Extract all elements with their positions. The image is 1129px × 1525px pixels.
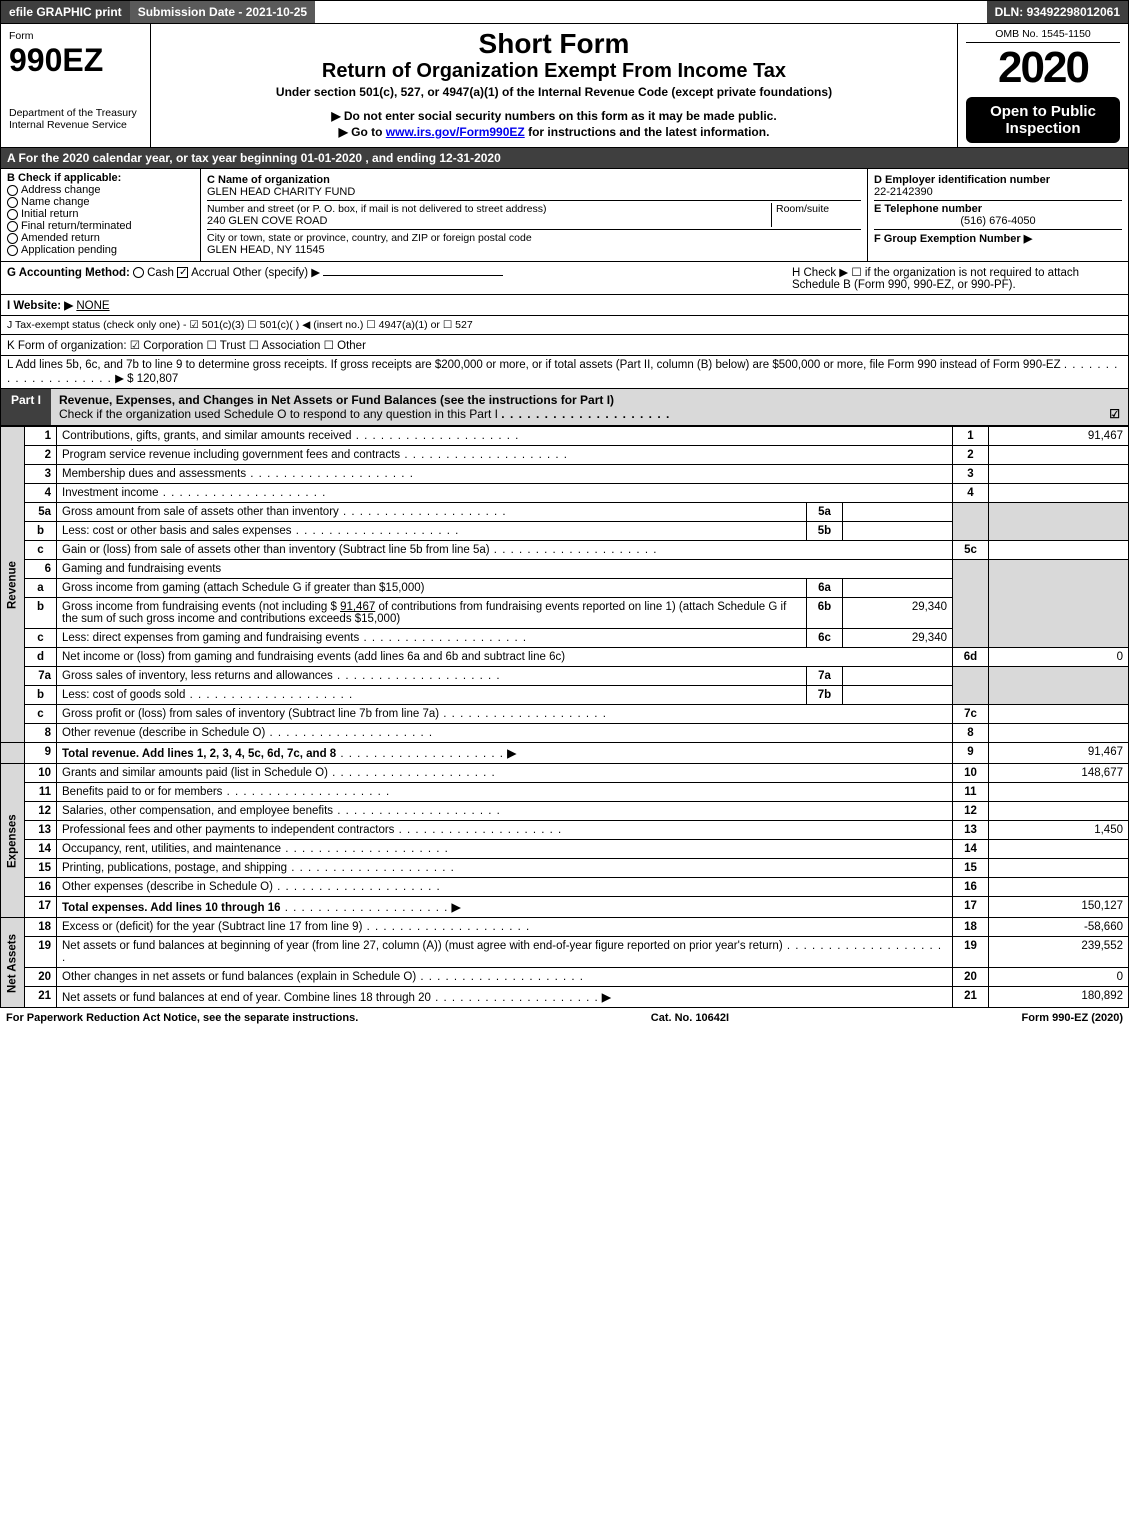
- amt-6c: 29,340: [843, 629, 953, 648]
- line-l: L Add lines 5b, 6c, and 7b to line 9 to …: [0, 356, 1129, 389]
- org-address: 240 GLEN COVE ROAD: [207, 215, 771, 227]
- part1-check[interactable]: ☑: [1109, 407, 1120, 421]
- line-g: G Accounting Method: Cash Accrual Other …: [7, 265, 792, 291]
- phone: (516) 676-4050: [874, 215, 1122, 227]
- amt-6d: 0: [989, 648, 1129, 667]
- city-label: City or town, state or province, country…: [207, 232, 861, 244]
- tax-year: 2020: [966, 43, 1120, 93]
- d-label: D Employer identification number: [874, 174, 1122, 186]
- chk-cash[interactable]: [133, 267, 144, 278]
- footer-right: Form 990-EZ (2020): [1022, 1012, 1123, 1024]
- org-name: GLEN HEAD CHARITY FUND: [207, 186, 861, 198]
- form-word: Form: [9, 30, 142, 42]
- chk-address-change[interactable]: [7, 185, 18, 196]
- open-inspection: Open to Public Inspection: [966, 97, 1120, 143]
- amt-18: -58,660: [989, 918, 1129, 937]
- chk-final-return[interactable]: [7, 221, 18, 232]
- c-label: C Name of organization: [207, 174, 861, 186]
- box-b: B Check if applicable: Address change Na…: [1, 169, 201, 261]
- amt-6b: 29,340: [843, 598, 953, 629]
- line-i: I Website: ▶ NONE: [0, 295, 1129, 316]
- amt-13: 1,450: [989, 821, 1129, 840]
- form-title-block: Short Form Return of Organization Exempt…: [151, 24, 958, 147]
- line-j: J Tax-exempt status (check only one) - ☑…: [0, 316, 1129, 335]
- section-revenue: Revenue: [1, 427, 25, 743]
- dept-treasury: Department of the Treasury: [9, 107, 142, 119]
- dln-label: DLN:: [995, 5, 1027, 19]
- section-expenses: Expenses: [1, 764, 25, 918]
- part1-table: Revenue 1 Contributions, gifts, grants, …: [0, 426, 1129, 1008]
- dln-value: 93492298012061: [1027, 5, 1120, 19]
- irs-link[interactable]: www.irs.gov/Form990EZ: [386, 125, 525, 139]
- addr-label: Number and street (or P. O. box, if mail…: [207, 203, 771, 215]
- amt-9: 91,467: [989, 743, 1129, 764]
- section-net-assets: Net Assets: [1, 918, 25, 1008]
- chk-application-pending[interactable]: [7, 245, 18, 256]
- org-city: GLEN HEAD, NY 11545: [207, 244, 861, 256]
- form-identity: Form 990EZ Department of the Treasury In…: [1, 24, 151, 147]
- line-g-h: G Accounting Method: Cash Accrual Other …: [0, 262, 1129, 295]
- part1-tag: Part I: [1, 389, 51, 425]
- dept-irs: Internal Revenue Service: [9, 119, 142, 131]
- box-b-title: B Check if applicable:: [7, 172, 194, 184]
- header-strip: efile GRAPHIC print Submission Date - 20…: [0, 0, 1129, 24]
- amt-10: 148,677: [989, 764, 1129, 783]
- form-subtitle: Return of Organization Exempt From Incom…: [159, 60, 949, 83]
- form-header: Form 990EZ Department of the Treasury In…: [0, 24, 1129, 148]
- room-suite-label: Room/suite: [771, 203, 861, 227]
- amt-20: 0: [989, 968, 1129, 987]
- form-number: 990EZ: [9, 42, 142, 79]
- footer-cat: Cat. No. 10642I: [651, 1012, 729, 1024]
- chk-accrual[interactable]: [177, 267, 188, 278]
- part1-header: Part I Revenue, Expenses, and Changes in…: [0, 389, 1129, 426]
- line-k: K Form of organization: ☑ Corporation ☐ …: [0, 335, 1129, 356]
- chk-initial-return[interactable]: [7, 209, 18, 220]
- period-line-a: A For the 2020 calendar year, or tax yea…: [0, 148, 1129, 169]
- amt-17: 150,127: [989, 897, 1129, 918]
- dln-box: DLN: 93492298012061: [987, 1, 1128, 23]
- e-label: E Telephone number: [874, 203, 1122, 215]
- entity-info-grid: B Check if applicable: Address change Na…: [0, 169, 1129, 262]
- right-meta: OMB No. 1545-1150 2020 Open to Public In…: [958, 24, 1128, 147]
- ssn-note: ▶ Do not enter social security numbers o…: [159, 109, 949, 123]
- chk-amended-return[interactable]: [7, 233, 18, 244]
- gross-receipts: $ 120,807: [127, 373, 178, 385]
- line-h: H Check ▶ ☐ if the organization is not r…: [792, 265, 1122, 291]
- amt-19: 239,552: [989, 937, 1129, 968]
- amt-21: 180,892: [989, 987, 1129, 1008]
- box-d: D Employer identification number 22-2142…: [868, 169, 1128, 261]
- page-footer: For Paperwork Reduction Act Notice, see …: [0, 1008, 1129, 1028]
- f-label: F Group Exemption Number ▶: [874, 232, 1122, 245]
- ein: 22-2142390: [874, 186, 1122, 198]
- goto-note: ▶ Go to www.irs.gov/Form990EZ for instru…: [159, 125, 949, 139]
- part1-title: Revenue, Expenses, and Changes in Net As…: [51, 389, 1128, 425]
- efile-label: efile GRAPHIC print: [1, 1, 130, 23]
- footer-left: For Paperwork Reduction Act Notice, see …: [6, 1012, 358, 1024]
- omb-number: OMB No. 1545-1150: [966, 28, 1120, 43]
- submission-date: Submission Date - 2021-10-25: [130, 1, 315, 23]
- box-c: C Name of organization GLEN HEAD CHARITY…: [201, 169, 868, 261]
- website-value: NONE: [76, 300, 109, 312]
- under-section: Under section 501(c), 527, or 4947(a)(1)…: [159, 85, 949, 99]
- amt-1: 91,467: [989, 427, 1129, 446]
- short-form-title: Short Form: [159, 28, 949, 60]
- chk-name-change[interactable]: [7, 197, 18, 208]
